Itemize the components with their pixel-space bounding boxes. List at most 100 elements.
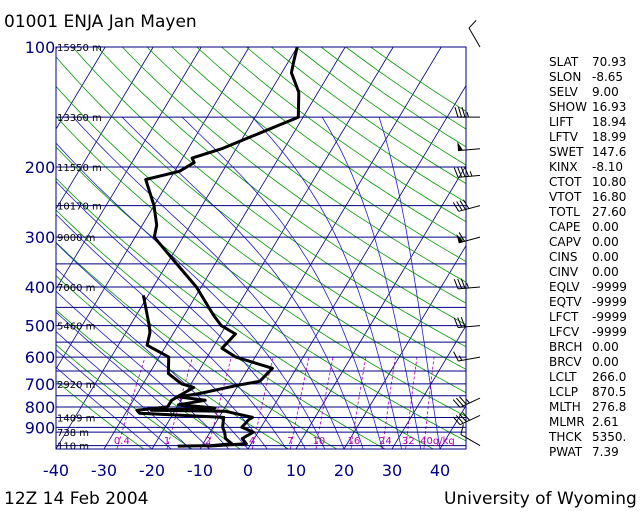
- index-value: -9999: [592, 280, 627, 294]
- dry-adiabat-line: [221, 47, 466, 223]
- wind-barb-flag: [456, 201, 463, 211]
- wind-barb-flag: [454, 107, 459, 118]
- moist-adiabat-line: [56, 180, 306, 449]
- pressure-tick-label: 500: [25, 317, 56, 336]
- dry-adiabat-line: [56, 115, 466, 417]
- index-key: BRCH: [549, 340, 583, 354]
- index-value: 10.80: [592, 175, 627, 189]
- wind-barb-flag: [460, 166, 466, 177]
- index-key: SLON: [549, 70, 582, 84]
- index-row: BRCH 0.00: [549, 340, 639, 355]
- index-row: THCK 5350.: [549, 430, 639, 445]
- index-value: 266.0: [592, 370, 627, 384]
- index-row: SHOW 16.93: [549, 100, 639, 115]
- height-label: 7060 m: [57, 283, 95, 294]
- sounding-profiles: [135, 47, 301, 448]
- height-label: 2920 m: [57, 380, 95, 391]
- dry-adiabat-line: [56, 56, 466, 370]
- moist-adiabat-line: [56, 331, 191, 449]
- wind-barb: [468, 20, 481, 48]
- wind-barb-flag: [459, 396, 467, 405]
- wind-barb-flag: [458, 232, 465, 242]
- index-row: LIFT 18.94: [549, 115, 639, 130]
- moist-adiabat-line: [181, 116, 383, 449]
- mixing-ratio-label: 32: [402, 436, 415, 447]
- wind-barb-half-flag: [466, 282, 470, 289]
- wind-barb: [457, 141, 481, 152]
- index-key: MLMR: [549, 415, 585, 429]
- temperature-tick-label: -40: [43, 461, 69, 480]
- index-row: CTOT 10.80: [549, 175, 639, 190]
- index-key: LIFT: [549, 115, 574, 129]
- index-value: -9999: [592, 295, 627, 309]
- temperature-tick-label: 20: [334, 461, 354, 480]
- wind-barb-flag: [453, 351, 459, 362]
- moist-adiabat-line: [378, 117, 441, 449]
- wind-barb-flag: [452, 416, 461, 426]
- index-value: 5350.: [592, 430, 627, 444]
- mixing-ratio-label: 40g/kg: [420, 436, 455, 447]
- mixing-ratio-line: [251, 357, 274, 449]
- index-key: SWET: [549, 145, 584, 159]
- dry-adiabat-line: [146, 47, 466, 283]
- wind-barb-flag: [457, 167, 463, 178]
- wind-barb-flag: [457, 278, 463, 289]
- height-labels: 15950 m 13360 m 11550 m 10170 m 9000 m 7060 m…: [57, 43, 102, 453]
- dry-adiabat-line: [56, 380, 144, 449]
- wind-barb: [453, 278, 481, 290]
- wind-barb-flag: [453, 167, 459, 178]
- wind-barb-staff: [458, 325, 481, 329]
- isotherm-line: [0, 47, 9, 449]
- dry-adiabat-line: [171, 47, 466, 263]
- dewpoint-profile-line: [135, 295, 234, 448]
- index-key: SLAT: [549, 55, 579, 69]
- wind-barb-half-flag: [465, 398, 470, 404]
- mixing-ratio-label: 24: [379, 436, 392, 447]
- isotherm-line: [151, 47, 394, 449]
- index-key: LCLT: [549, 370, 577, 384]
- dry-adiabat-line: [56, 85, 466, 394]
- index-key: EQLV: [549, 280, 580, 294]
- wind-barb-flag: [459, 200, 466, 210]
- temperature-axis: -40 -30 -20 -10 0 10 20 30 40: [43, 461, 450, 480]
- wind-barb-flag: [453, 317, 459, 328]
- index-key: CTOT: [549, 175, 582, 189]
- grid-lines: [0, 47, 466, 449]
- index-value: 0.00: [592, 250, 619, 264]
- dry-adiabat-line: [121, 47, 466, 304]
- index-row: CINS 0.00: [549, 250, 639, 265]
- wind-barb-pennant: [456, 234, 464, 243]
- index-value: -9999: [592, 310, 627, 324]
- wind-barb-staff: [459, 397, 481, 408]
- source-credit: University of Wyoming: [444, 489, 637, 509]
- height-label: 11550 m: [57, 163, 102, 174]
- moist-adiabat-line: [56, 366, 153, 449]
- wind-barb-flag: [460, 278, 466, 289]
- temperature-tick-label: 30: [382, 461, 402, 480]
- moist-adiabat-line: [56, 311, 210, 449]
- index-key: EQTV: [549, 295, 582, 309]
- wind-barb-flag: [452, 202, 460, 212]
- dry-adiabat-line: [97, 47, 466, 326]
- index-key: BRCV: [549, 355, 582, 369]
- index-row: KINX -8.10: [549, 160, 639, 175]
- index-key: LFCT: [549, 310, 579, 324]
- index-value: 0.00: [592, 235, 619, 249]
- wind-barb-staff: [458, 286, 481, 290]
- mixing-ratio-labels: 0.4 1 2 4 7 10 16 24 32 40g/kg: [114, 436, 455, 447]
- height-label: 110 m: [57, 442, 89, 453]
- index-key: PWAT: [549, 445, 583, 459]
- wind-barb-flag: [460, 424, 464, 435]
- wind-barb-half-flag: [469, 171, 473, 177]
- mixing-ratio-label: 4: [249, 436, 255, 447]
- wind-barb: [456, 232, 481, 244]
- dry-adiabat-line: [56, 275, 289, 449]
- wind-barb-flag: [455, 397, 464, 407]
- isotherm-line: [56, 47, 154, 210]
- isotherm-line: [199, 47, 442, 449]
- wind-barb-staff: [458, 205, 481, 212]
- index-value: 147.6: [592, 145, 627, 159]
- mixing-ratio-label: 1: [164, 436, 170, 447]
- dry-adiabat-line: [56, 146, 466, 442]
